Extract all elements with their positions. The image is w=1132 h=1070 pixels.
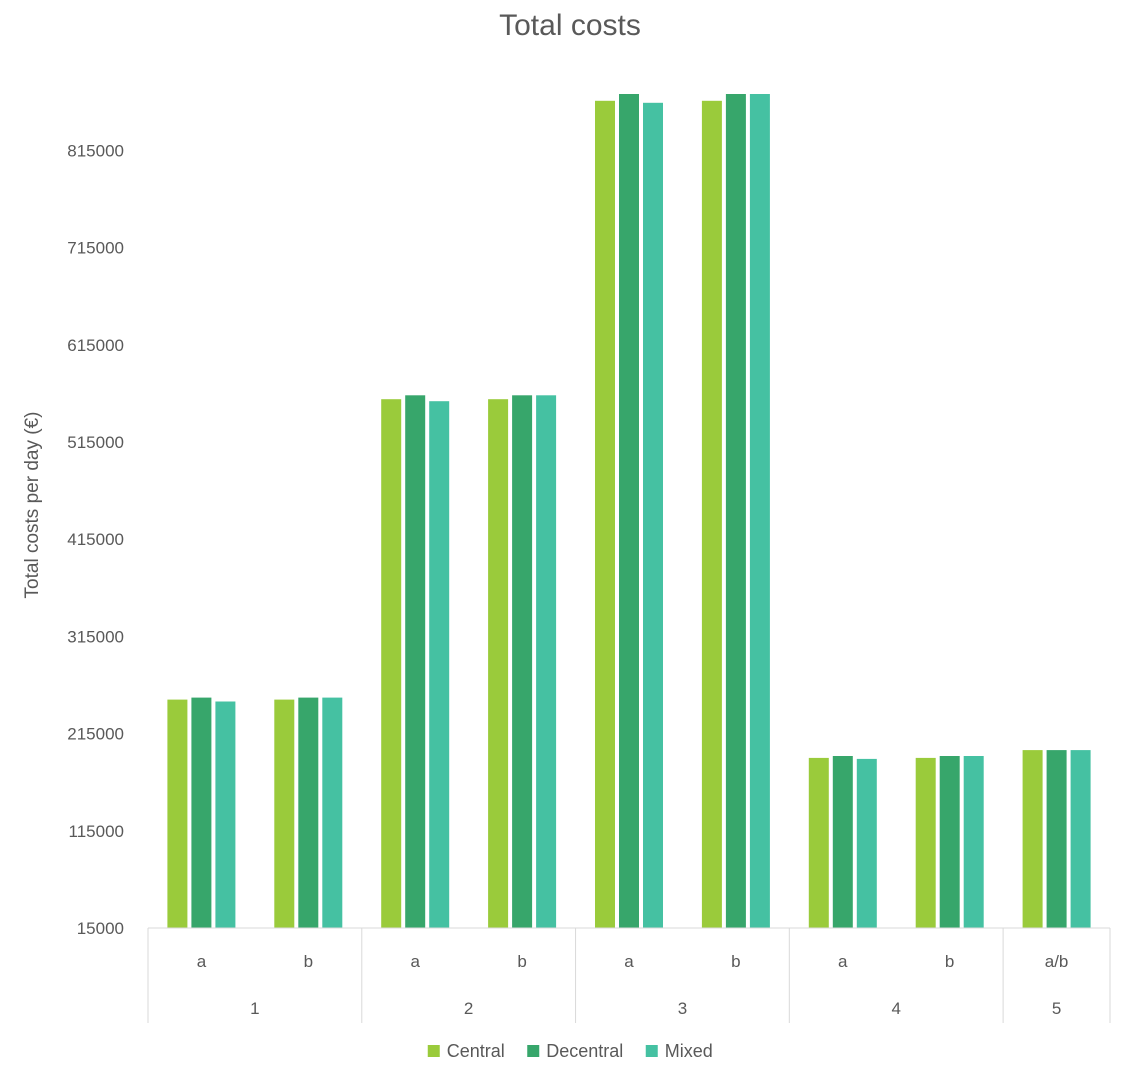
- x-subcategory-label: a: [410, 952, 420, 971]
- bar-central-1-a: [167, 699, 188, 928]
- y-axis-label: Total costs per day (€): [22, 412, 43, 599]
- y-axis-ticks: 15000 115000 215000 315000 415000 515000 61500…: [67, 141, 124, 938]
- x-subcategory-label: b: [945, 952, 954, 971]
- bar-mixed-3-b: [749, 94, 770, 928]
- y-tick-label: 215000: [67, 725, 124, 744]
- bar-mixed-5-a-b: [1070, 750, 1091, 928]
- x-axis: a b a b a b a b a/b 1 2 3 4 5: [147, 927, 1111, 1023]
- bar-mixed-2-a: [429, 401, 450, 928]
- x-subcategory-label: a: [624, 952, 634, 971]
- bar-mixed-3-a: [643, 102, 663, 929]
- bar-central-5-a-b: [1022, 750, 1043, 928]
- bar-mixed-2-b: [536, 395, 557, 928]
- legend: Central Decentral Mixed: [427, 1041, 713, 1061]
- x-subcategory-label: a: [197, 952, 207, 971]
- legend-swatch-decentral: [527, 1045, 540, 1057]
- legend-label-mixed: Mixed: [665, 1041, 713, 1061]
- bar-central-4-b: [915, 757, 936, 928]
- x-subcategory-label: b: [304, 952, 313, 971]
- chart-title: Total costs: [499, 9, 641, 42]
- x-group-label: 1: [250, 999, 259, 1018]
- x-subcategory-label: a/b: [1045, 952, 1069, 971]
- bar-decentral-1-b: [298, 697, 319, 928]
- x-subcategory-label: b: [731, 952, 740, 971]
- bar-central-1-b: [274, 699, 295, 928]
- legend-label-decentral: Decentral: [546, 1041, 623, 1061]
- x-group-label: 4: [891, 999, 900, 1018]
- bar-decentral-2-b: [512, 395, 533, 928]
- bar-mixed-4-b: [963, 756, 984, 928]
- x-group-label: 3: [678, 999, 687, 1018]
- y-tick-label: 515000: [67, 433, 124, 452]
- bar-mixed-1-b: [322, 697, 343, 928]
- x-subcategory-label: b: [517, 952, 526, 971]
- bar-central-3-a: [595, 100, 615, 929]
- bar-central-2-a: [381, 399, 402, 928]
- bar-decentral-5-a-b: [1046, 750, 1067, 928]
- y-tick-label: 715000: [67, 239, 124, 258]
- x-group-label: 2: [464, 999, 473, 1018]
- bar-central-4-a: [808, 757, 829, 928]
- legend-swatch-central: [427, 1045, 440, 1057]
- bar-mixed-4-a: [856, 758, 877, 928]
- legend-label-central: Central: [447, 1041, 505, 1061]
- bar-decentral-2-a: [405, 395, 426, 928]
- bar-central-2-b: [488, 399, 509, 928]
- y-tick-label: 415000: [67, 530, 124, 549]
- y-tick-label: 315000: [67, 627, 124, 646]
- x-group-label: 5: [1052, 999, 1061, 1018]
- bar-decentral-3-a: [619, 94, 639, 928]
- bar-decentral-1-a: [191, 697, 212, 928]
- y-tick-label: 115000: [69, 822, 124, 841]
- bar-central-3-b: [701, 100, 722, 929]
- y-tick-label: 615000: [67, 336, 124, 355]
- bars: [167, 94, 1091, 929]
- legend-swatch-mixed: [645, 1045, 658, 1057]
- y-tick-label: 15000: [77, 919, 124, 938]
- bar-mixed-1-a: [215, 701, 236, 928]
- x-subcategory-label: a: [838, 952, 848, 971]
- bar-decentral-4-a: [832, 756, 853, 928]
- bar-decentral-3-b: [725, 94, 746, 928]
- y-tick-label: 815000: [67, 141, 124, 160]
- bar-decentral-4-b: [939, 756, 960, 928]
